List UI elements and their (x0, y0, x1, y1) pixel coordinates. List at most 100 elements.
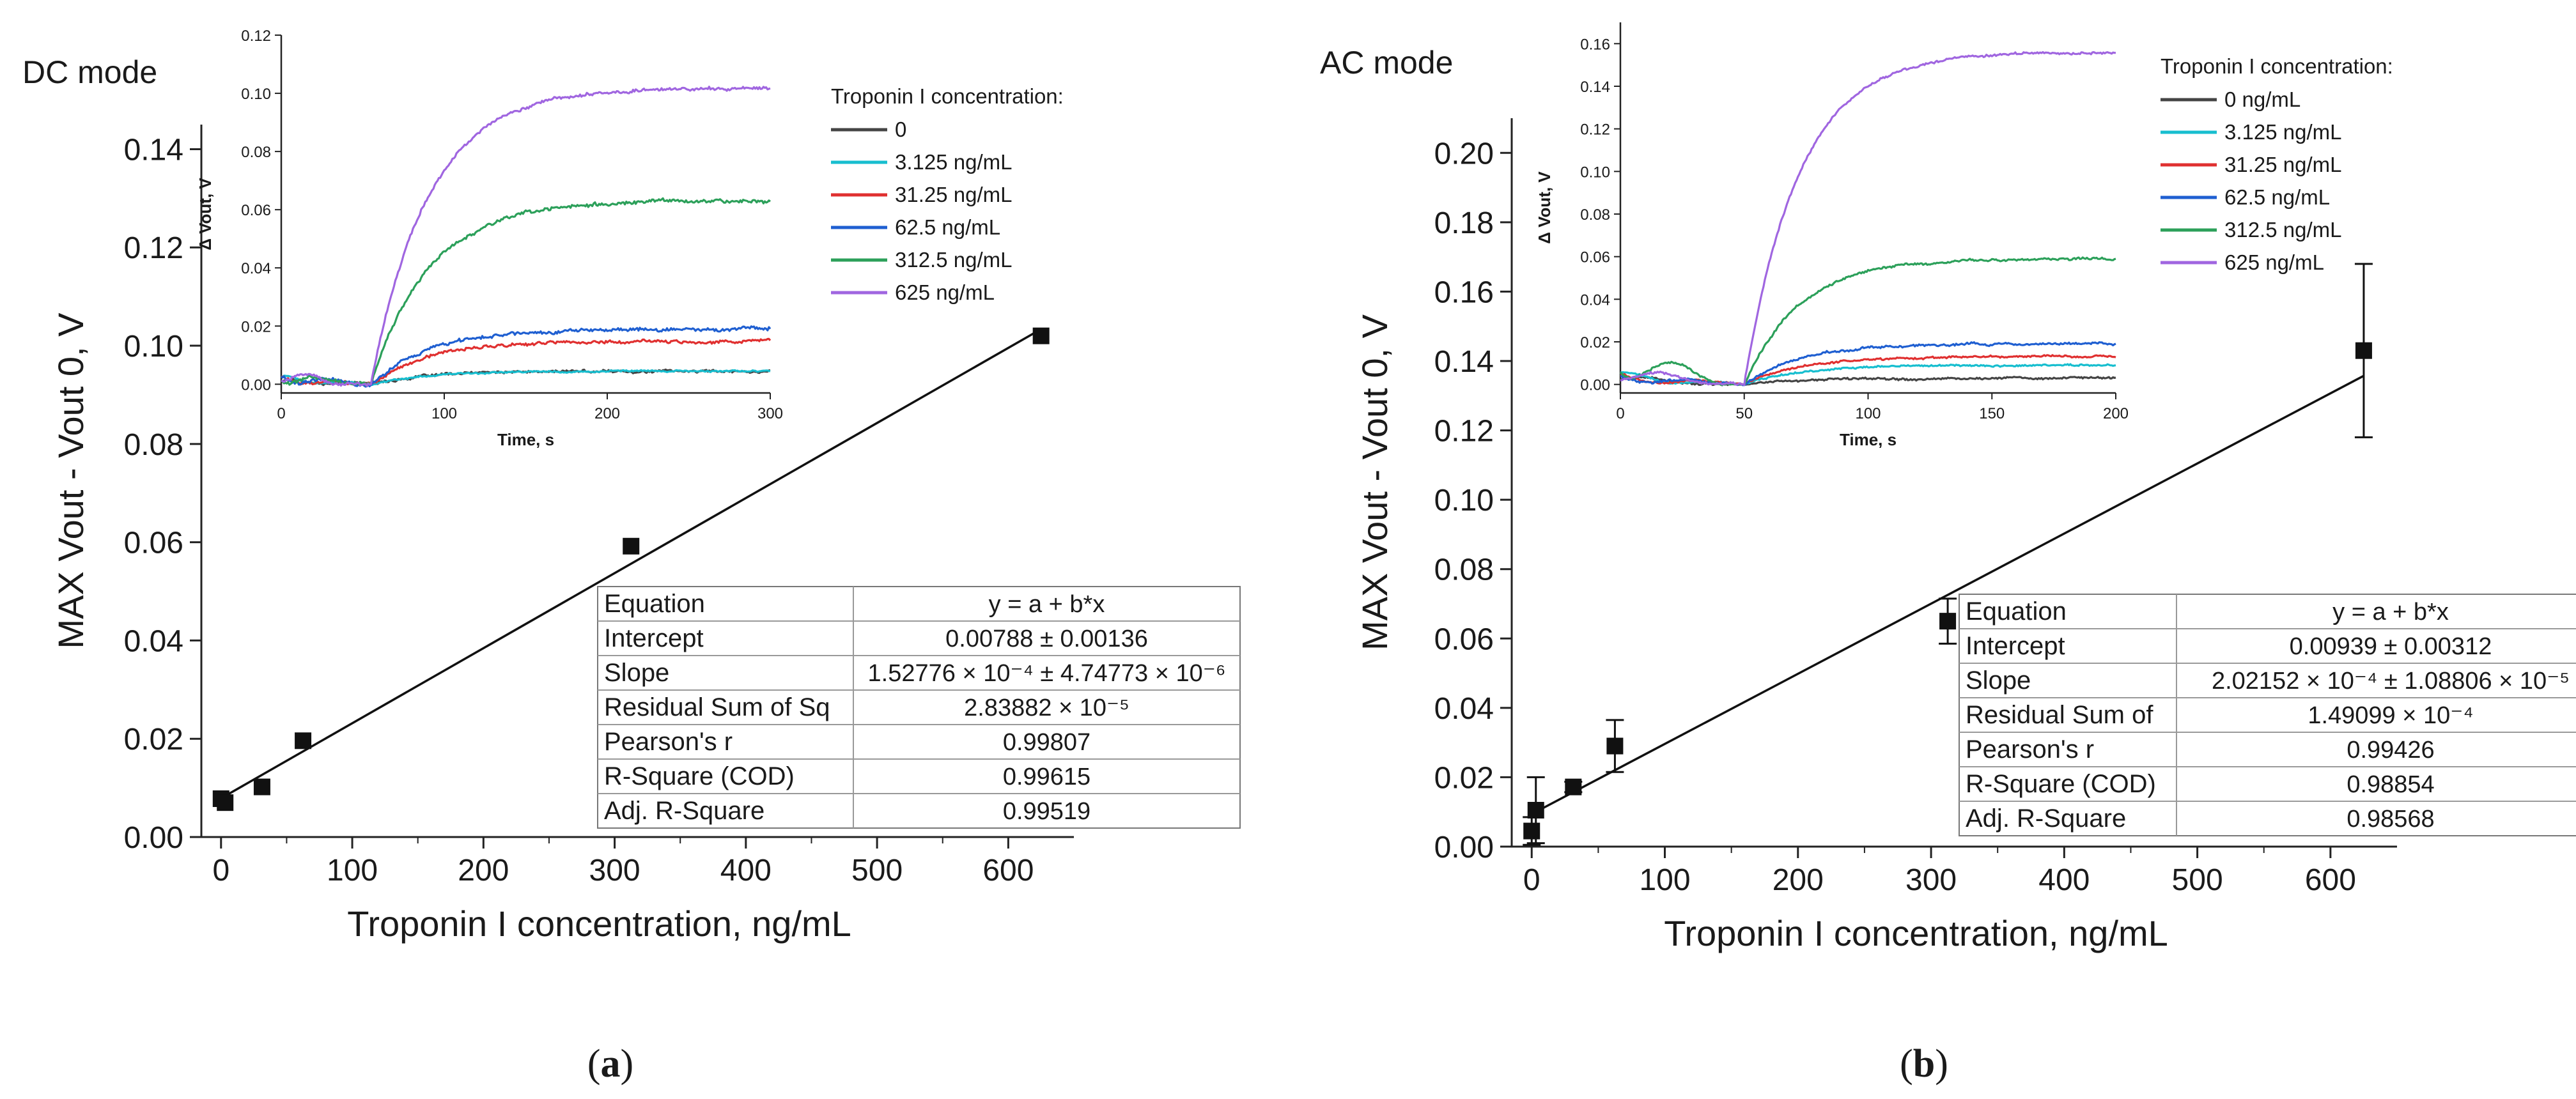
panel-b: AC mode0.000.020.040.060.080.100.120.140… (1320, 22, 2576, 1086)
x-tick-label: 600 (982, 854, 1034, 888)
y-tick-label: 0.00 (124, 821, 183, 855)
fit-table-label: Equation (604, 590, 705, 618)
inset-y-axis-label: Δ Vout, V (196, 178, 215, 250)
x-tick-label: 400 (2038, 863, 2090, 897)
panel-label-part: ( (587, 1042, 601, 1086)
fit-table-label: Residual Sum of Sq (604, 693, 830, 721)
panel-label: (a) (587, 1042, 633, 1086)
inset-y-tick-label: 0.04 (1580, 291, 1610, 309)
inset-y-tick-label: 0.08 (241, 144, 271, 161)
panel-label: (b) (1900, 1042, 1948, 1086)
fit-table-label: R-Square (COD) (1966, 770, 2156, 798)
inset-x-tick-label: 200 (2103, 405, 2129, 422)
fit-table-value: 0.99519 (1003, 798, 1090, 825)
inset-series-line (281, 86, 771, 387)
y-tick-label: 0.10 (1434, 484, 1494, 518)
x-tick-label: 0 (1523, 863, 1540, 897)
inset-y-tick-label: 0.06 (1580, 249, 1610, 266)
fit-table-label: Pearson's r (1966, 735, 2094, 764)
panel-label-part: ) (621, 1042, 634, 1086)
inset-legend-label: 312.5 ng/mL (895, 248, 1012, 272)
y-tick-label: 0.08 (124, 428, 183, 462)
fit-table-label: Adj. R-Square (604, 797, 764, 825)
y-tick-label: 0.18 (1434, 206, 1494, 240)
inset-y-tick-label: 0.02 (1580, 334, 1610, 351)
fit-table-value: 2.83882 × 10⁻⁵ (964, 695, 1129, 721)
x-tick-label: 500 (851, 854, 903, 888)
data-point (1939, 613, 1957, 630)
inset-series-line (1620, 354, 2116, 386)
inset-legend-label: 0 ng/mL (2224, 88, 2301, 111)
inset-y-tick-label: 0.16 (1580, 36, 1610, 53)
data-point (1565, 778, 1582, 795)
inset-chart: 0.00 0.02 0.04 0.06 0.08 0.10 0.12 0 100 200 300 Ti… (196, 27, 1064, 449)
inset-legend-label: 3.125 ng/mL (895, 150, 1012, 174)
data-point (623, 537, 640, 555)
x-tick-label: 100 (327, 854, 378, 888)
y-axis-label: MAX Vout - Vout 0, V (50, 312, 91, 649)
mode-label: DC mode (22, 54, 157, 90)
inset-legend-label: 312.5 ng/mL (2224, 218, 2341, 242)
fit-table-label: R-Square (COD) (604, 762, 795, 790)
inset-y-tick-label: 0.06 (241, 202, 271, 219)
y-tick-label: 0.12 (1434, 415, 1494, 449)
data-point (217, 794, 234, 811)
inset-series-line (1619, 256, 2116, 387)
y-tick-label: 0.06 (1434, 622, 1494, 656)
panel-a: DC mode 0.00 0.02 0.04 0.06 0.08 0.10 0.12 0.14 0… (22, 27, 1241, 1086)
inset-y-tick-label: 0.10 (241, 86, 271, 103)
y-axis-label: MAX Vout - Vout 0, V (1354, 314, 1395, 650)
inset-legend-label: 625 ng/mL (895, 281, 995, 304)
data-point (1032, 327, 1050, 344)
y-tick-label: 0.02 (124, 723, 183, 757)
y-tick-label: 0.16 (1434, 275, 1494, 309)
inset-y-tick-label: 0.00 (241, 376, 271, 394)
y-tick-label: 0.00 (1434, 831, 1494, 865)
fit-table-label: Intercept (1966, 632, 2065, 660)
x-tick-label: 600 (2305, 863, 2356, 897)
x-tick-label: 100 (1639, 863, 1690, 897)
fit-table-label: Equation (1966, 597, 2067, 626)
fit-table-label: Slope (1966, 666, 2031, 695)
data-point (1527, 802, 1544, 818)
y-tick-label: 0.10 (124, 330, 183, 364)
y-tick-label: 0.14 (1434, 345, 1494, 379)
fit-table-value: 0.99807 (1003, 729, 1090, 756)
fit-line (1531, 374, 2364, 815)
fit-table-frame (1959, 594, 2576, 836)
fit-line (220, 328, 1042, 799)
inset-x-tick-label: 50 (1735, 405, 1753, 422)
x-tick-label: 200 (1773, 863, 1824, 897)
inset-x-axis-label: Time, s (1840, 430, 1897, 449)
inset-x-tick-label: 0 (277, 405, 285, 422)
y-tick-label: 0.04 (124, 624, 183, 658)
x-tick-label: 0 (212, 854, 229, 888)
fit-table-value: y = a + b*x (989, 591, 1105, 618)
x-tick-label: 200 (458, 854, 509, 888)
data-point (1523, 822, 1540, 840)
inset-legend-title: Troponin I concentration: (2161, 54, 2393, 78)
inset-legend-label: 0 (895, 118, 906, 141)
x-tick-label: 300 (1905, 863, 1957, 897)
inset-legend-label: 3.125 ng/mL (2224, 120, 2341, 144)
fit-table-value: 0.99426 (2347, 737, 2434, 764)
fit-table-label: Intercept (604, 624, 704, 652)
x-tick-label: 300 (589, 854, 640, 888)
inset-y-tick-label: 0.08 (1580, 206, 1610, 224)
inset-legend-label: 625 ng/mL (2224, 250, 2324, 274)
inset-legend-label: 62.5 ng/mL (895, 215, 1000, 239)
panel-label-part: ( (1900, 1042, 1913, 1086)
y-tick-label: 0.02 (1434, 761, 1494, 795)
inset-series-line (280, 325, 772, 388)
fit-table-value: 0.98568 (2347, 806, 2434, 833)
inset-y-tick-label: 0.10 (1580, 164, 1610, 181)
panel-label-part: a (601, 1042, 621, 1086)
fit-table: Equation y = a + b*x Intercept 0.00939 ± 0.… (1959, 594, 2576, 836)
inset-x-tick-label: 0 (1616, 405, 1624, 422)
x-axis-label: Troponin I concentration, ng/mL (1664, 913, 2168, 953)
inset-x-tick-label: 300 (757, 405, 783, 422)
inset-y-tick-label: 0.12 (1580, 121, 1610, 139)
inset-y-tick-label: 0.12 (241, 27, 271, 45)
inset-x-tick-label: 100 (431, 405, 457, 422)
